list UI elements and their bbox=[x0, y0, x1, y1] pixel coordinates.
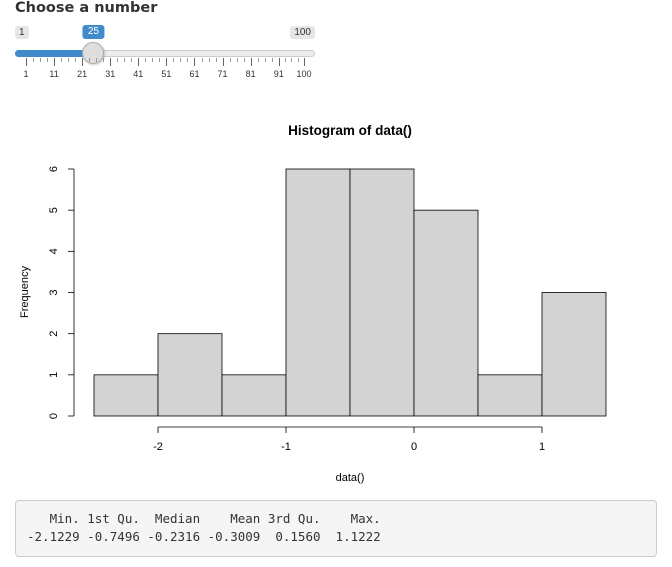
summary-header: Min. 1st Qu. Median Mean 3rd Qu. Max. bbox=[27, 511, 389, 526]
histogram-bar bbox=[349, 168, 415, 417]
slider-grid-minor-tick bbox=[75, 58, 77, 62]
slider-grid-minor-tick bbox=[264, 58, 266, 62]
x-tick-label: 0 bbox=[411, 441, 417, 453]
slider-grid-minor-tick bbox=[229, 58, 231, 62]
slider-grid-label: 21 bbox=[77, 69, 88, 79]
slider-grid-minor-tick bbox=[131, 58, 133, 62]
x-tick-label: 1 bbox=[539, 441, 545, 453]
slider-grid-tick bbox=[166, 58, 168, 66]
chart-title: Histogram of data() bbox=[288, 123, 412, 138]
slider-grid-minor-tick bbox=[187, 58, 189, 62]
slider-grid-minor-tick bbox=[61, 58, 63, 62]
y-tick-label: 0 bbox=[48, 413, 60, 419]
slider-grid-tick bbox=[110, 58, 112, 66]
y-tick-label: 6 bbox=[48, 166, 60, 172]
slider-grid-minor-tick bbox=[103, 58, 105, 62]
slider-grid-minor-tick bbox=[243, 58, 245, 62]
histogram-bar bbox=[477, 374, 543, 417]
slider-grid-minor-tick bbox=[215, 58, 217, 62]
summary-output: Min. 1st Qu. Median Mean 3rd Qu. Max. -2… bbox=[15, 500, 657, 557]
x-tick-label: -1 bbox=[281, 441, 291, 453]
slider-grid-label: 11 bbox=[49, 69, 59, 79]
slider-grid-tick bbox=[26, 58, 27, 66]
slider-grid-tick bbox=[304, 58, 305, 66]
number-slider[interactable]: 1 100 25 1 11 21 31 41 51 61 71 81 91 100 bbox=[15, 24, 315, 84]
slider-grid-minor-tick bbox=[285, 58, 287, 62]
slider-grid-minor-tick bbox=[271, 58, 273, 62]
slider-grid-minor-tick bbox=[89, 58, 91, 62]
slider-grid-tick bbox=[82, 58, 84, 66]
slider-grid-tick bbox=[138, 58, 140, 66]
slider-fill-bar[interactable] bbox=[15, 50, 94, 57]
slider-grid-minor-tick bbox=[236, 58, 238, 62]
slider-grid-minor-tick bbox=[68, 58, 70, 62]
histogram-bar bbox=[221, 374, 287, 417]
slider-grid-minor-tick bbox=[47, 58, 49, 62]
slider-grid-label: 41 bbox=[133, 69, 144, 79]
slider-grid-label: 31 bbox=[105, 69, 116, 79]
histogram-bar bbox=[93, 374, 159, 417]
y-tick-label: 2 bbox=[48, 331, 60, 337]
slider-grid-minor-tick bbox=[257, 58, 259, 62]
slider-grid-label: 100 bbox=[296, 69, 312, 79]
slider-grid-tick bbox=[250, 58, 252, 66]
histogram-chart: Histogram of data() data() Frequency -2 -… bbox=[19, 123, 607, 484]
y-tick-label: 5 bbox=[48, 207, 60, 213]
slider-grid-tick bbox=[54, 58, 56, 66]
slider-label: Choose a number bbox=[15, 0, 158, 16]
slider-grid-minor-tick bbox=[201, 58, 203, 62]
slider-grid-label: 71 bbox=[217, 69, 228, 79]
slider-grid-minor-tick bbox=[124, 58, 126, 62]
slider-grid: 1 11 21 31 41 51 61 71 81 91 100 bbox=[15, 58, 315, 84]
slider-grid-minor-tick bbox=[96, 58, 98, 62]
slider-grid-tick bbox=[278, 58, 280, 66]
slider-grid-minor-tick bbox=[297, 58, 299, 62]
slider-min-label: 1 bbox=[15, 26, 29, 39]
x-tick-label: -2 bbox=[153, 441, 163, 453]
slider-handle[interactable] bbox=[82, 42, 105, 64]
slider-grid-minor-tick bbox=[33, 58, 35, 62]
slider-grid-label: 51 bbox=[161, 69, 172, 79]
slider-grid-minor-tick bbox=[152, 58, 154, 62]
slider-grid-minor-tick bbox=[117, 58, 119, 62]
slider-grid-tick bbox=[194, 58, 196, 66]
slider-grid-label: 91 bbox=[273, 69, 284, 79]
histogram-bar bbox=[541, 292, 607, 417]
slider-grid-tick bbox=[222, 58, 224, 66]
slider-grid-minor-tick bbox=[291, 58, 293, 62]
y-tick-label: 3 bbox=[48, 289, 60, 295]
slider-grid-label: 61 bbox=[189, 69, 200, 79]
histogram-bar bbox=[413, 209, 479, 417]
slider-grid-minor-tick bbox=[40, 58, 42, 62]
slider-value-label: 25 bbox=[82, 25, 104, 39]
x-axis-label: data() bbox=[336, 472, 365, 484]
slider-grid-minor-tick bbox=[159, 58, 161, 62]
y-tick-label: 4 bbox=[48, 248, 60, 254]
histogram-bar bbox=[157, 333, 223, 417]
slider-grid-minor-tick bbox=[145, 58, 147, 62]
y-tick-label: 1 bbox=[48, 372, 60, 378]
slider-grid-label: 1 bbox=[23, 69, 29, 79]
slider-max-label: 100 bbox=[290, 26, 315, 39]
y-axis-label: Frequency bbox=[19, 266, 31, 318]
summary-values: -2.1229 -0.7496 -0.2316 -0.3009 0.1560 1… bbox=[27, 529, 389, 544]
slider-grid-minor-tick bbox=[173, 58, 175, 62]
slider-grid-minor-tick bbox=[208, 58, 210, 62]
slider-grid-label: 81 bbox=[245, 69, 256, 79]
slider-grid-minor-tick bbox=[180, 58, 182, 62]
histogram-bar bbox=[285, 168, 351, 417]
